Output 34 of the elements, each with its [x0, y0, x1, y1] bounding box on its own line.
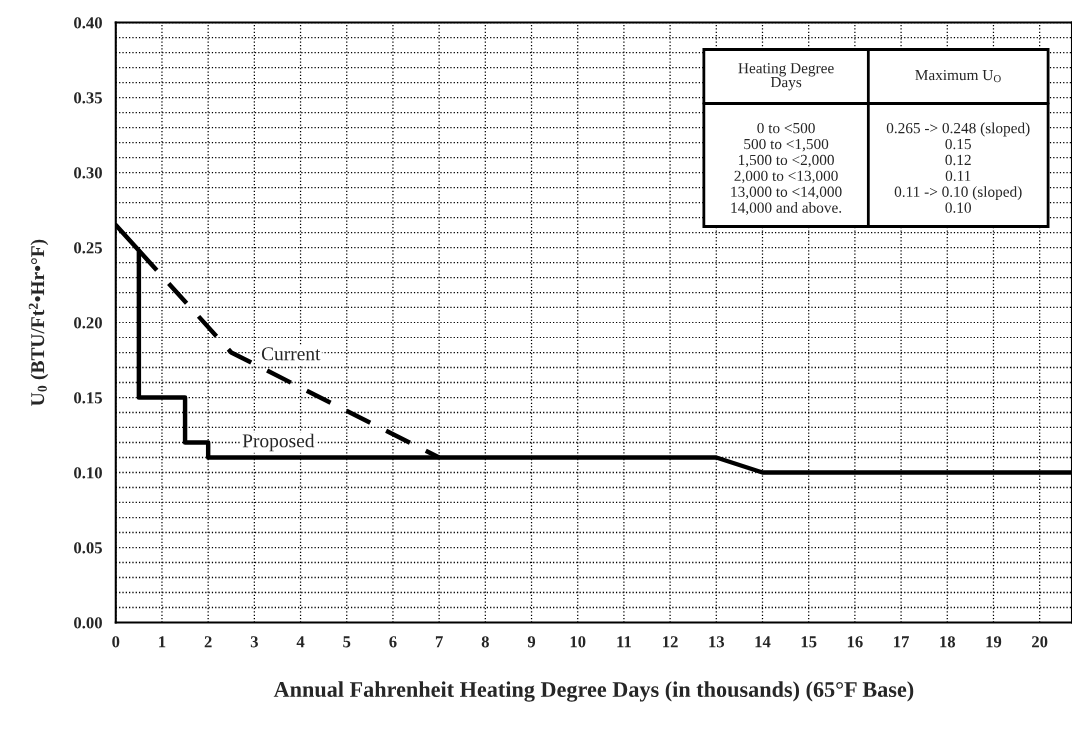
y-tick-label: 0.00	[74, 617, 102, 629]
y-tick-label: 0.35	[74, 92, 102, 104]
x-tick-label: 5	[343, 636, 351, 648]
x-tick-label: 19	[986, 636, 1002, 648]
y-tick-label: 0.20	[74, 317, 102, 329]
x-tick-label: 12	[663, 636, 678, 648]
x-axis-title: Annual Fahrenheit Heating Degree Days (in thousands) (65°F Base)	[273, 681, 914, 702]
x-tick-label: 18	[940, 636, 956, 648]
x-tick-label: 6	[389, 636, 397, 648]
x-tick-label: 2	[204, 636, 212, 648]
x-tick-label: 9	[527, 636, 536, 648]
x-tick-label: 16	[847, 636, 863, 648]
x-tick-label: 11	[617, 636, 631, 648]
x-tick-label: 17	[894, 636, 910, 648]
x-tick-label: 15	[801, 636, 817, 648]
y-tick-label: 0.40	[74, 17, 102, 29]
x-tick-label: 8	[481, 636, 489, 648]
x-tick-label: 1	[159, 636, 166, 648]
x-tick-label: 7	[435, 636, 443, 648]
y-tick-label: 0.30	[74, 167, 102, 179]
x-tick-label: 10	[570, 636, 586, 648]
x-tick-label: 0	[112, 636, 120, 648]
y-tick-label: 0.25	[74, 242, 102, 254]
y-axis-title: U$_{0}$ (BTU/Ft$^{2}$•Hr•°F)	[28, 239, 49, 406]
series-label: Current	[261, 347, 321, 361]
series-label: Proposed	[242, 433, 315, 452]
x-tick-label: 14	[755, 636, 771, 648]
x-tick-label: 3	[250, 636, 258, 648]
y-tick-label: 0.05	[74, 542, 102, 554]
x-tick-label: 13	[709, 636, 725, 648]
y-tick-label: 0.15	[74, 392, 102, 404]
y-tick-label: 0.10	[74, 467, 102, 479]
x-tick-label: 4	[296, 636, 305, 648]
x-tick-label: 20	[1032, 636, 1048, 648]
